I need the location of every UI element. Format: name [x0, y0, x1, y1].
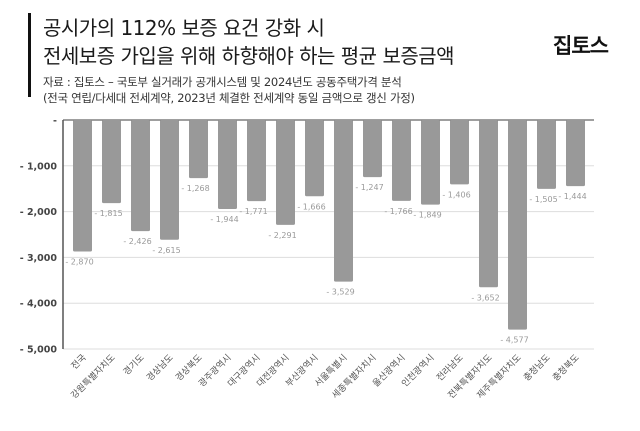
value-label: - 2,615: [152, 246, 180, 255]
bar: [189, 120, 208, 179]
bar: [160, 120, 179, 240]
value-label: - 1,268: [181, 184, 209, 193]
y-tick-label: - 3,000: [20, 253, 58, 264]
title-accent-bar: [28, 13, 31, 97]
x-category-label: 충청북도: [550, 352, 581, 383]
chart-title-line2: 전세보증 가입을 위해 하향해야 하는 평균 보증금액: [43, 44, 455, 68]
bar: [479, 120, 498, 288]
bar: [131, 120, 150, 232]
bars: - 2,870 - 1,815 - 2,426- 2,615 - 1,268 - 1,9…: [65, 120, 587, 345]
value-label: - 2,291: [268, 231, 296, 240]
bar: [508, 120, 527, 330]
ziptoss-logo: 집토스: [553, 34, 609, 58]
bar: [334, 120, 353, 282]
bar: [247, 120, 266, 202]
y-axis: - - 1,000 - 2,000 - 3,000 - 4,000 - 5,000: [20, 116, 594, 356]
value-label: - 1,815: [94, 209, 122, 218]
value-label: - 1,766: [384, 207, 412, 216]
y-tick-label: - 2,000: [20, 207, 58, 218]
x-category-label: 경상남도: [144, 352, 176, 384]
value-label: - 2,426: [123, 237, 151, 246]
x-category-label: 충청남도: [521, 352, 552, 383]
source-note-line2: (전국 연립/다세대 전세계약, 2023년 체결한 전세계약 동일 금액으로 …: [43, 91, 415, 105]
value-label: - 1,247: [355, 183, 383, 192]
bar: [537, 120, 556, 189]
value-label: - 1,771: [239, 207, 267, 216]
y-tick-label: -: [53, 116, 57, 127]
value-label: - 1,849: [413, 211, 441, 220]
value-label: - 4,577: [500, 336, 528, 345]
bar: [73, 120, 92, 252]
value-label: - 3,652: [471, 293, 499, 302]
bar: [276, 120, 295, 225]
value-label: - 1,944: [210, 215, 238, 224]
bar: [363, 120, 382, 178]
value-label: - 3,529: [326, 288, 354, 297]
bar: [566, 120, 585, 187]
x-category-label: 전국: [69, 352, 88, 371]
bar: [421, 120, 440, 205]
y-tick-label: - 4,000: [20, 299, 58, 310]
source-note-line1: 자료 : 집토스 – 국토부 실거래가 공개시스템 및 2024년도 공동주택가…: [43, 75, 402, 89]
gridlines: [63, 165, 594, 350]
x-category-label: 경기도: [121, 352, 147, 378]
value-label: - 1,406: [442, 190, 470, 199]
bar: [218, 120, 237, 210]
bar: [450, 120, 469, 185]
y-tick-label: - 1,000: [20, 161, 58, 172]
value-label: - 1,444: [558, 192, 586, 201]
value-label: - 1,666: [297, 202, 325, 211]
bar: [305, 120, 324, 197]
bar: [392, 120, 411, 201]
bar: [102, 120, 121, 204]
chart-title-line1: 공시가의 112% 보증 요건 강화 시: [43, 16, 325, 40]
value-label: - 2,870: [65, 257, 93, 266]
y-tick-label: - 5,000: [20, 345, 58, 356]
value-label: - 1,505: [529, 195, 557, 204]
